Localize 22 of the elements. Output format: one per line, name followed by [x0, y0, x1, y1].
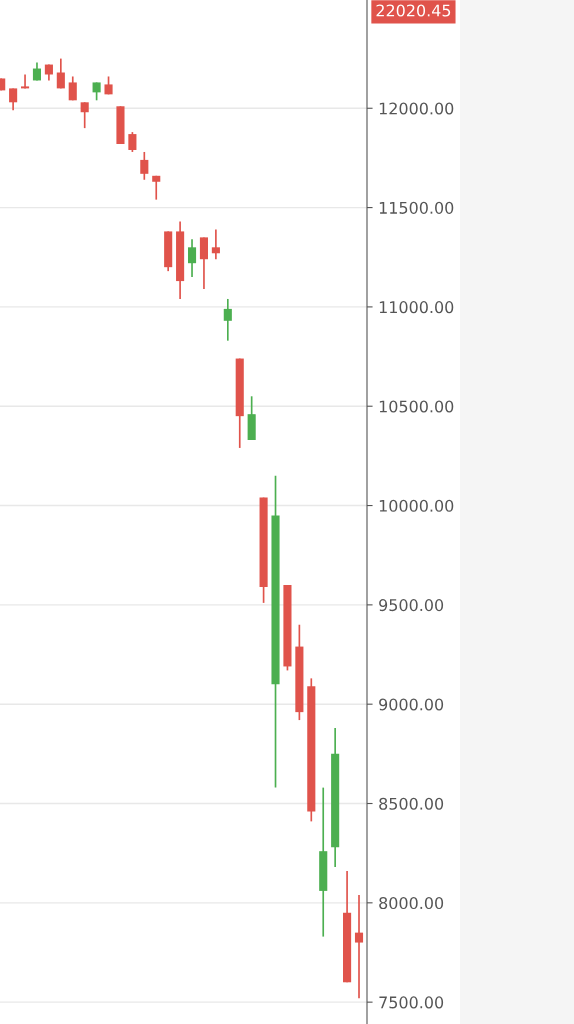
y-tick-label: 7500.00: [379, 996, 444, 1009]
candlestick: [354, 894, 364, 1000]
candlestick: [199, 236, 209, 290]
y-tick-label: 11000.00: [379, 301, 454, 314]
candlestick: [128, 131, 137, 153]
candlestick: [223, 298, 232, 342]
y-tick-label: 10500.00: [379, 400, 454, 413]
candlestick: [80, 101, 89, 129]
candlestick: [187, 238, 197, 278]
candlestick: [211, 228, 220, 261]
candlestick: [56, 57, 65, 90]
y-tick-label: 9500.00: [379, 599, 444, 612]
candlestick: [20, 73, 30, 90]
y-tick-label: 8500.00: [379, 797, 444, 810]
candlestick: [9, 87, 18, 112]
y-tick-label: 10000.00: [379, 499, 454, 512]
y-tick-label: 12000.00: [379, 102, 454, 115]
y-tick-label: 9000.00: [379, 698, 444, 711]
y-tick-label: 8000.00: [379, 897, 444, 910]
y-tick-label: 11500.00: [379, 201, 454, 214]
candlestick: [140, 151, 149, 181]
text: 22020.45: [376, 4, 451, 17]
